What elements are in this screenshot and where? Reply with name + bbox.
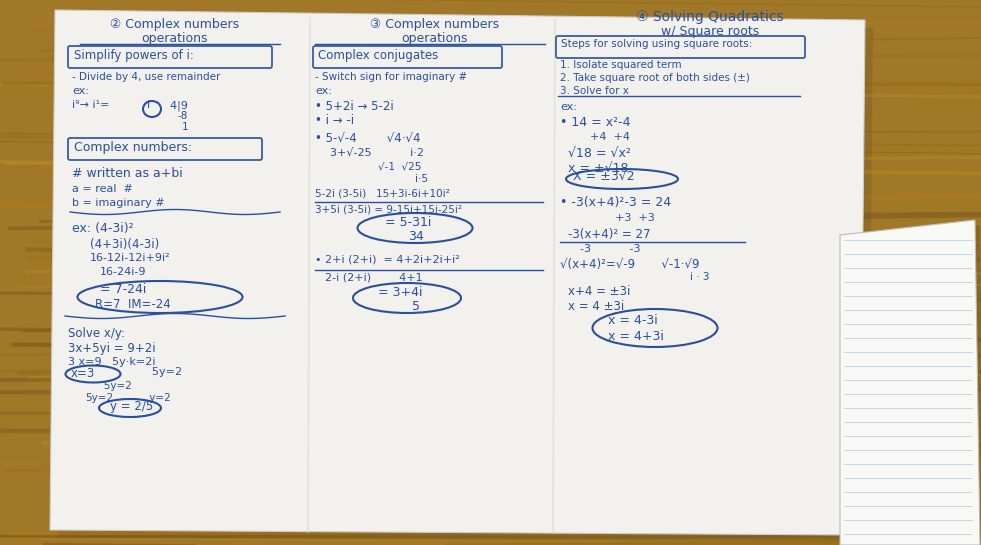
Text: = 3+4i: = 3+4i [378, 286, 423, 299]
Polygon shape [50, 10, 865, 535]
Text: b = imaginary #: b = imaginary # [72, 198, 165, 208]
Text: 1. Isolate squared term: 1. Isolate squared term [560, 60, 682, 70]
Text: √-1  √25: √-1 √25 [378, 161, 422, 171]
Text: a = real  #: a = real # [72, 184, 132, 194]
Text: y = 2/5: y = 2/5 [110, 400, 153, 413]
Text: 5y=2: 5y=2 [145, 367, 182, 377]
Text: x = 4+3i: x = 4+3i [608, 330, 664, 343]
Text: ④ Solving Quadratics: ④ Solving Quadratics [636, 10, 784, 24]
Text: Solve x/y:: Solve x/y: [68, 327, 125, 340]
Text: ex:: ex: [315, 86, 332, 96]
Text: • 14 = x²-4: • 14 = x²-4 [560, 116, 631, 129]
Text: 16-24i-9: 16-24i-9 [100, 267, 146, 277]
Text: ex:: ex: [560, 102, 577, 112]
Text: R=7  IM=-24: R=7 IM=-24 [95, 298, 171, 311]
Text: 2. Take square root of both sides (±): 2. Take square root of both sides (±) [560, 73, 749, 83]
Text: X = ±3√2: X = ±3√2 [573, 170, 635, 183]
Text: 1: 1 [182, 122, 188, 132]
Text: 3+√-25           i·2: 3+√-25 i·2 [330, 148, 424, 158]
Text: 5: 5 [412, 300, 420, 313]
Text: 4|9: 4|9 [163, 100, 188, 111]
Text: 5-2i (3-5i)   15+3i-6i+10i²: 5-2i (3-5i) 15+3i-6i+10i² [315, 188, 449, 198]
Text: 34: 34 [408, 230, 424, 243]
Text: y=2: y=2 [120, 393, 171, 403]
Text: 3 x=9   5y·k=2i: 3 x=9 5y·k=2i [68, 357, 156, 367]
Text: 5y=2: 5y=2 [85, 393, 113, 403]
Text: ③ Complex numbers: ③ Complex numbers [371, 18, 499, 31]
Text: - Divide by 4, use remainder: - Divide by 4, use remainder [72, 72, 221, 82]
Text: x+4 = ±3i: x+4 = ±3i [568, 285, 631, 298]
Text: √18 = √x²: √18 = √x² [568, 147, 631, 160]
Text: 3+5i (3-5i) = 9-15i+15i-25i²: 3+5i (3-5i) = 9-15i+15i-25i² [315, 204, 462, 214]
Text: i · 3: i · 3 [690, 272, 709, 282]
Text: • 2+i (2+i)  = 4+2i+2i+i²: • 2+i (2+i) = 4+2i+2i+i² [315, 254, 460, 264]
Text: +4  +4: +4 +4 [590, 132, 630, 142]
Text: • i → -i: • i → -i [315, 114, 354, 127]
Text: ex:: ex: [72, 86, 89, 96]
Text: • 5+2i → 5-2i: • 5+2i → 5-2i [315, 100, 393, 113]
Text: = 5-31i: = 5-31i [385, 216, 432, 229]
Polygon shape [840, 220, 980, 545]
Text: ex: (4-3i)²: ex: (4-3i)² [72, 222, 133, 235]
Text: 3. Solve for x: 3. Solve for x [560, 86, 629, 96]
Text: # written as a+bi: # written as a+bi [72, 167, 182, 180]
Text: w/ Square roots: w/ Square roots [661, 25, 759, 38]
Text: √(x+4)²=√-9       √-1·√9: √(x+4)²=√-9 √-1·√9 [560, 258, 699, 271]
Text: -8: -8 [177, 111, 187, 121]
Text: = 7-24i: = 7-24i [100, 283, 146, 296]
Text: 16-12i-12i+9i²: 16-12i-12i+9i² [90, 253, 171, 263]
Text: x = 4-3i: x = 4-3i [608, 314, 657, 327]
Text: i: i [147, 100, 150, 110]
Text: Complex numbers:: Complex numbers: [74, 141, 192, 154]
Text: x=3: x=3 [71, 367, 95, 380]
Text: +3  +3: +3 +3 [615, 213, 654, 223]
Text: - Switch sign for imaginary #: - Switch sign for imaginary # [315, 72, 467, 82]
Text: i⁹→ i¹=: i⁹→ i¹= [72, 100, 110, 110]
Text: 3x+5yi = 9+2i: 3x+5yi = 9+2i [68, 342, 156, 355]
Text: -3           -3: -3 -3 [580, 244, 641, 254]
Text: ② Complex numbers: ② Complex numbers [111, 18, 239, 31]
Text: Simplify powers of i:: Simplify powers of i: [74, 49, 194, 62]
Text: Complex conjugates: Complex conjugates [318, 49, 439, 62]
Text: 5y=2: 5y=2 [68, 381, 131, 391]
Text: • -3(x+4)²-3 = 24: • -3(x+4)²-3 = 24 [560, 196, 671, 209]
Text: i·5: i·5 [415, 174, 428, 184]
Text: operations: operations [402, 32, 468, 45]
Polygon shape [58, 18, 873, 543]
Text: operations: operations [141, 32, 208, 45]
Text: (4+3i)(4-3i): (4+3i)(4-3i) [90, 238, 159, 251]
Text: Steps for solving using square roots:: Steps for solving using square roots: [561, 39, 752, 49]
Text: x = ±√18: x = ±√18 [568, 162, 629, 175]
Text: 2-i (2+i)        4+1: 2-i (2+i) 4+1 [318, 272, 423, 282]
Text: -3(x+4)² = 27: -3(x+4)² = 27 [568, 228, 650, 241]
Text: x = 4 ±3i: x = 4 ±3i [568, 300, 624, 313]
Polygon shape [845, 225, 981, 545]
Text: • 5-√-4        √4·√4: • 5-√-4 √4·√4 [315, 133, 421, 146]
